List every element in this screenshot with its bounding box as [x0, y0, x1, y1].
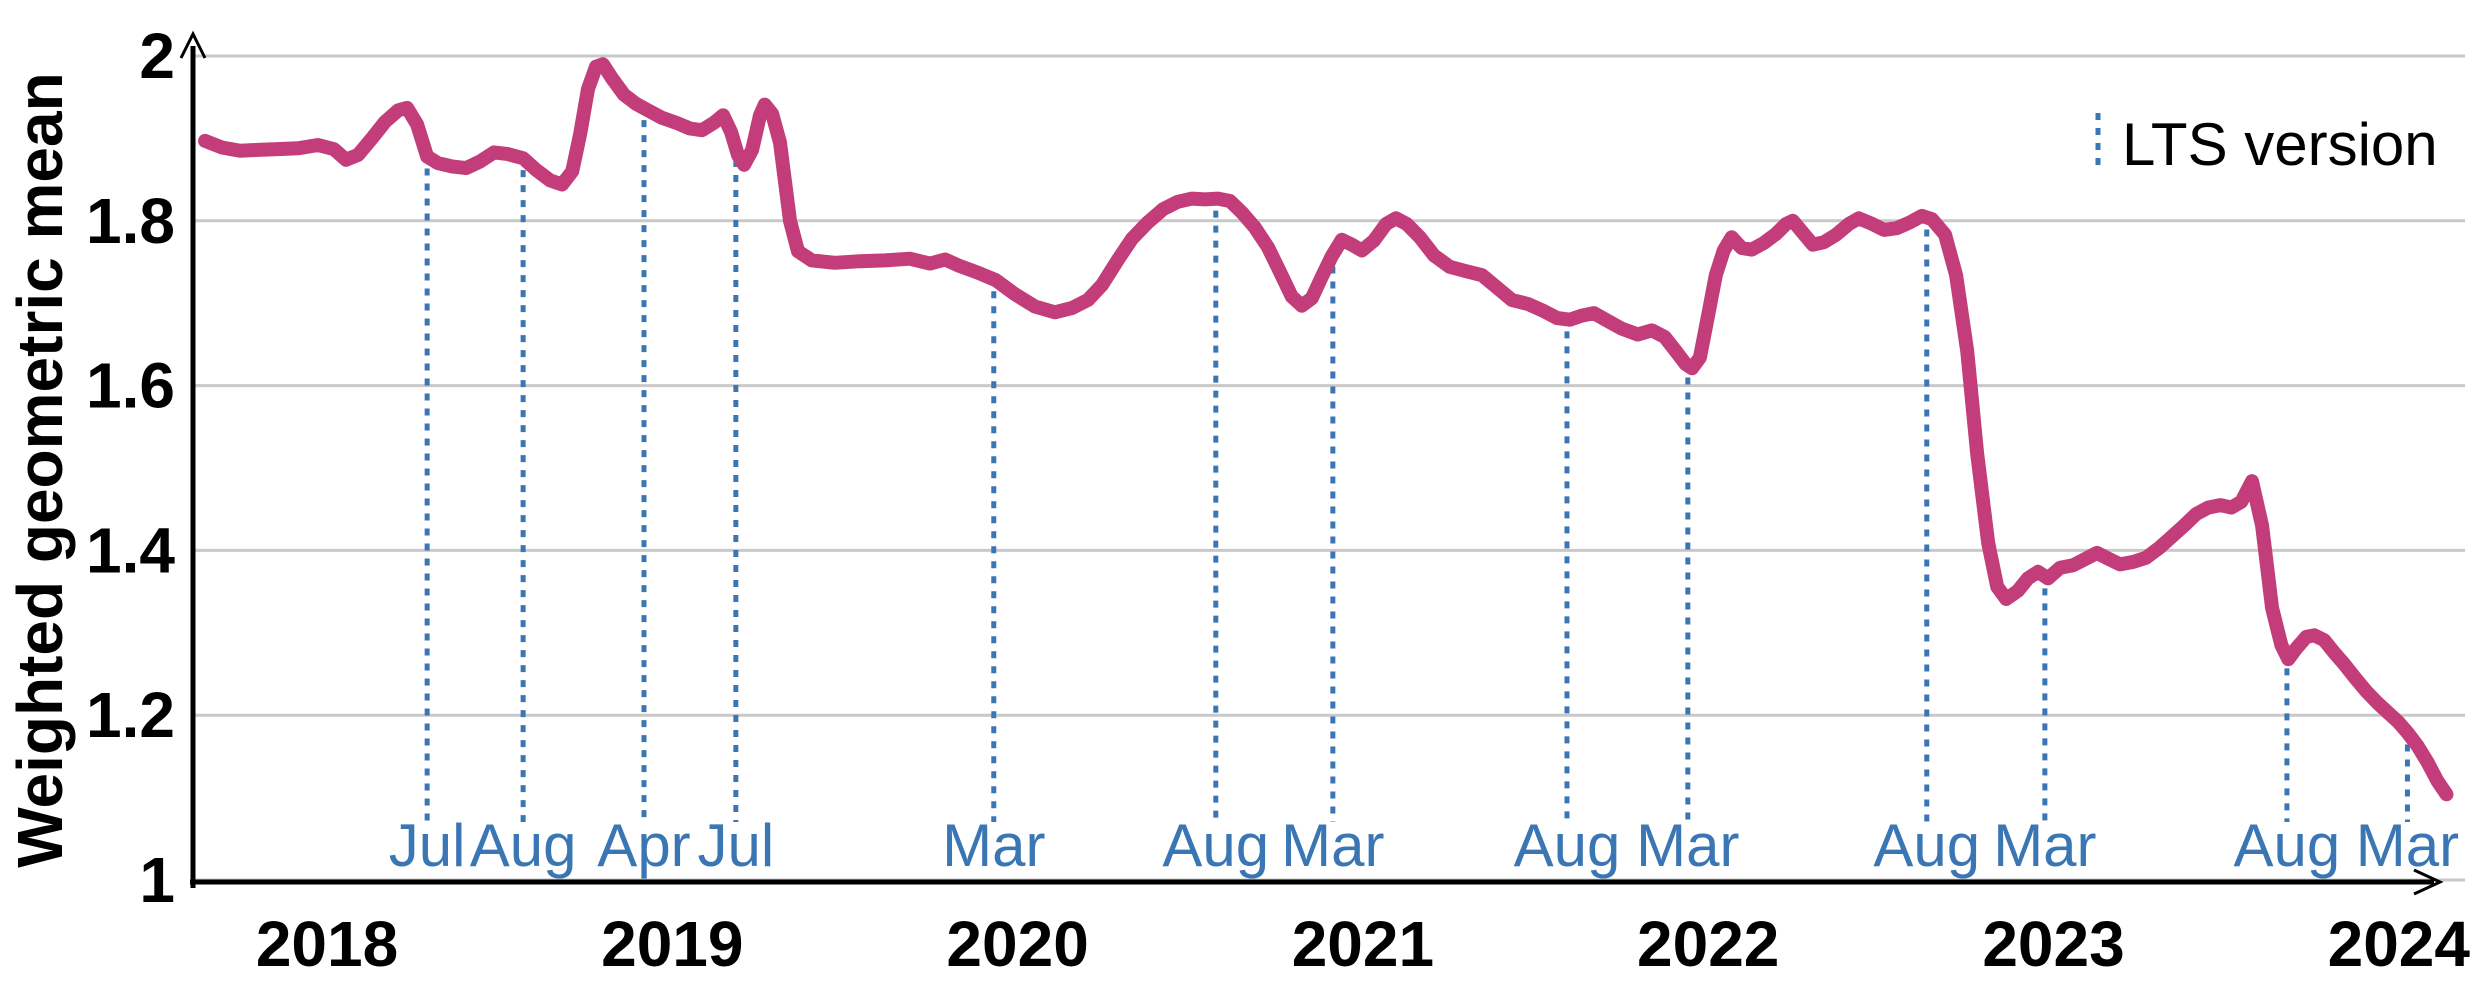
legend-label: LTS version — [2122, 111, 2438, 178]
y-tick-label-2: 2 — [139, 20, 175, 92]
y-tick-label-1.8: 1.8 — [86, 185, 175, 257]
axes — [179, 30, 2444, 896]
lts-month-label-3: Jul — [697, 812, 774, 879]
x-tick-label-2023: 2023 — [1982, 908, 2124, 980]
x-tick-label-2021: 2021 — [1292, 908, 1434, 980]
y-tick-label-1.2: 1.2 — [86, 679, 175, 751]
lts-month-label-5: Aug — [1162, 812, 1269, 879]
x-tick-label-2020: 2020 — [946, 908, 1088, 980]
lts-month-label-11: Aug — [2234, 812, 2341, 879]
x-tick-label-2019: 2019 — [601, 908, 743, 980]
lts-month-label-1: Aug — [470, 812, 577, 879]
lts-month-label-7: Aug — [1514, 812, 1621, 879]
y-tick-label-1.6: 1.6 — [86, 350, 175, 422]
lts-month-label-12: Mar — [2356, 812, 2459, 879]
lts-month-label-4: Mar — [942, 812, 1045, 879]
legend: LTS version — [2095, 111, 2438, 178]
lts-month-label-10: Mar — [1993, 812, 2096, 879]
series-weighted-geometric-mean — [198, 57, 2454, 802]
x-tick-label-2018: 2018 — [256, 908, 398, 980]
lts-month-label-2: Apr — [597, 812, 690, 879]
x-tick-label-2024: 2024 — [2328, 908, 2471, 980]
y-tick-label-1.4: 1.4 — [86, 514, 175, 586]
y-axis-title: Weighted geometric mean — [4, 72, 76, 867]
lts-month-label-6: Mar — [1281, 812, 1384, 879]
lts-month-label-8: Mar — [1636, 812, 1739, 879]
gridlines — [193, 54, 2465, 882]
x-axis-arrow-icon — [2413, 868, 2444, 896]
lts-month-label-0: Jul — [389, 812, 466, 879]
lts-version-markers: Jul Aug Apr Jul Mar Aug Mar Aug Mar Aug Mar Aug Mar — [389, 120, 2459, 879]
y-tick-label-1: 1 — [139, 844, 175, 916]
x-tick-label-2022: 2022 — [1637, 908, 1779, 980]
x-tick-labels: 2018 2019 2020 2021 2022 2023 2024 — [256, 908, 2471, 980]
y-tick-labels: 2 1.8 1.6 1.4 1.2 1 — [86, 20, 175, 916]
lts-month-label-9: Aug — [1873, 812, 1980, 879]
y-axis-arrow-icon — [179, 30, 207, 59]
